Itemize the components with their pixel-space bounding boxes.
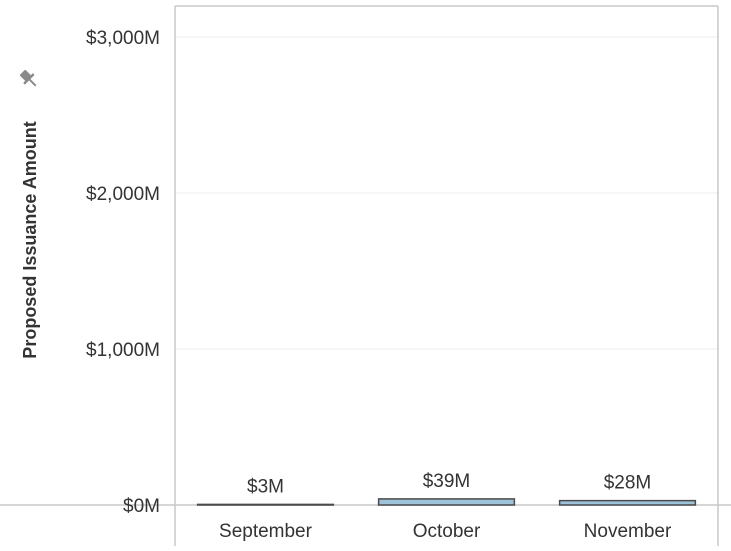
y-tick-label: $3,000M — [86, 28, 160, 49]
gridlines — [175, 36, 718, 350]
y-tick-label: $0M — [123, 496, 160, 517]
y-axis-title-group: Proposed Issuance Amount — [17, 67, 40, 359]
data-labels: $3M $39M $28M — [247, 471, 651, 497]
bar-november[interactable] — [558, 499, 697, 506]
y-tick-label: $1,000M — [86, 340, 160, 361]
x-tick-label: November — [584, 521, 672, 542]
bars — [196, 498, 697, 506]
y-tick-label: $2,000M — [86, 184, 160, 205]
x-axis-ticks: September October November — [219, 521, 672, 542]
x-tick-label: October — [413, 521, 481, 542]
data-label: $28M — [604, 473, 652, 494]
data-label: $3M — [247, 476, 284, 497]
data-label: $39M — [423, 471, 471, 492]
x-tick-label: September — [219, 521, 313, 542]
chart-frame — [0, 5, 731, 546]
bar-october[interactable] — [377, 498, 516, 506]
y-axis-ticks: $0M $1,000M $2,000M $3,000M — [86, 28, 160, 517]
pin-icon[interactable] — [17, 67, 40, 90]
y-axis-title: Proposed Issuance Amount — [20, 121, 40, 358]
bar-september[interactable] — [196, 503, 335, 506]
